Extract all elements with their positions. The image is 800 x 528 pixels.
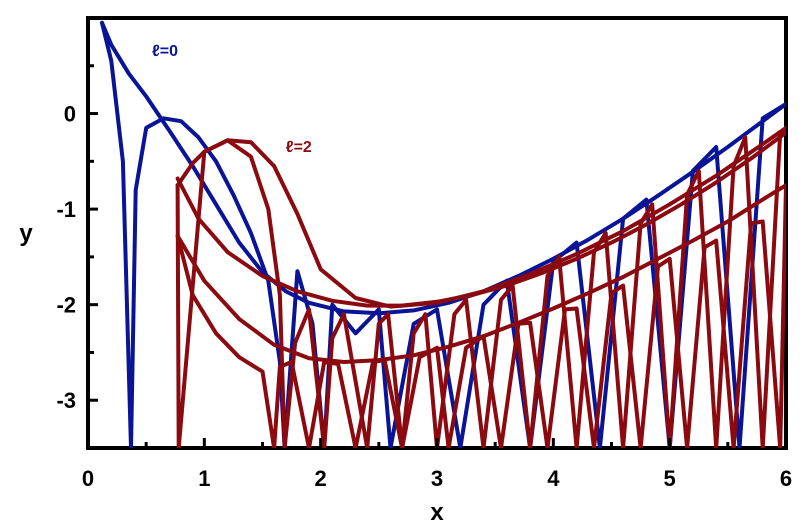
x-tick-label: 4 [547,466,560,491]
curve-label: ℓ=0 [152,43,178,60]
y-tick-label: -2 [56,293,76,318]
series-line-7 [175,183,786,448]
x-axis-label: x [430,499,444,526]
x-tick-label: 0 [82,466,94,491]
axis-ticks [86,64,788,450]
x-tick-label: 5 [664,466,676,491]
series-line-6 [175,125,786,448]
series-line-5 [175,130,786,308]
x-tick-label: 1 [198,466,210,491]
x-tick-label: 6 [780,466,792,491]
curve-label: ℓ=2 [286,139,312,156]
y-tick-label: -1 [56,197,76,222]
x-tick-label: 2 [315,466,327,491]
axis-labels: 0 1 2 3 4 5 6 0 -1 -2 -3 x y ℓ=0 ℓ=2 [19,43,792,526]
series-layer [100,20,786,448]
y-axis-label: y [19,220,33,247]
series-line-2 [100,20,786,448]
y-tick-label: -3 [56,388,76,413]
x-tick-label: 3 [431,466,443,491]
y-tick-label: 0 [64,102,76,127]
